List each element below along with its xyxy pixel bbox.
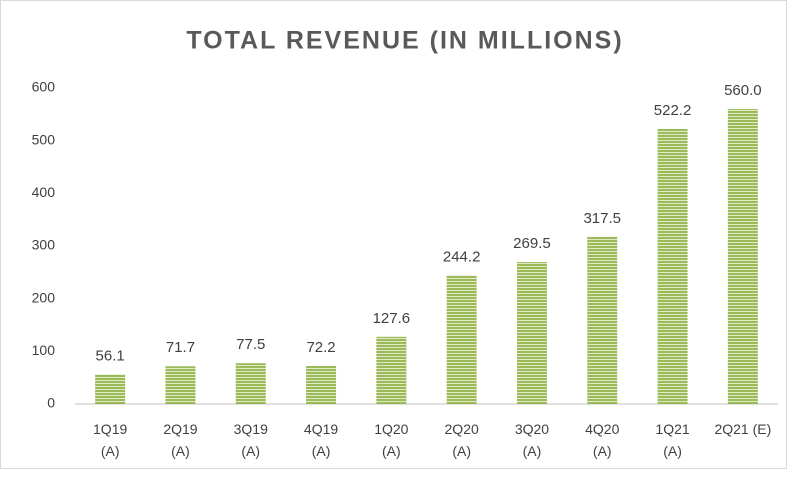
data-label: 77.5 [236,336,265,353]
bar [306,365,337,404]
x-tick-line: (A) [593,443,612,459]
x-tick-line: 4Q20 [585,421,619,437]
x-tick-line: (A) [171,443,190,459]
y-tick-label: 300 [32,237,56,253]
x-tick-label: 1Q21 (A) [655,421,689,459]
x-tick-label: 2Q19 (A) [163,421,197,459]
x-tick-label: 1Q19 (A) [93,421,127,459]
bar [165,366,196,404]
y-tick-label: 600 [32,79,56,95]
bar [587,236,618,404]
x-tick-line: (A) [663,443,682,459]
y-tick-label: 100 [32,342,56,358]
x-tick-label: 2Q20 (A) [445,421,479,459]
x-tick-line: (A) [101,443,120,459]
x-tick-line: 1Q20 [374,421,408,437]
x-tick-label: 1Q20 (A) [374,421,408,459]
x-tick-line: 3Q19 [234,421,268,437]
bar [376,336,407,404]
bar [516,262,547,404]
data-label: 269.5 [513,235,551,252]
x-tick-label: 4Q20 (A) [585,421,619,459]
bar [446,275,477,404]
y-tick-label: 0 [47,395,55,411]
bar [235,363,266,404]
x-tick-line: (A) [241,443,260,459]
x-tick-line: (A) [382,443,401,459]
x-tick-label: 3Q19 (A) [234,421,268,459]
x-tick-line: (A) [523,443,542,459]
data-label: 317.5 [583,210,621,227]
bar [95,374,126,404]
y-tick-label: 400 [32,184,56,200]
data-label: 244.2 [443,248,481,265]
chart-border [0,0,787,469]
x-tick-line: (A) [452,443,471,459]
x-tick-line: 2Q19 [163,421,197,437]
x-tick-line: 1Q19 [93,421,127,437]
data-label: 127.6 [373,310,411,327]
data-label: 71.7 [166,339,195,356]
data-label: 56.1 [96,347,125,364]
x-tick-line: 4Q19 [304,421,338,437]
x-tick-line: (A) [312,443,331,459]
x-tick-line: 3Q20 [515,421,549,437]
bar [657,128,688,404]
x-tick-label: 3Q20 (A) [515,421,549,459]
x-tick-label: 2Q21 (E) [714,421,771,437]
data-label: 522.2 [654,102,692,119]
data-label: 72.2 [306,339,335,356]
bar [727,109,758,405]
x-tick-label: 4Q19 (A) [304,421,338,459]
x-tick-line: 1Q21 [655,421,689,437]
data-label: 560.0 [724,82,762,99]
y-tick-label: 200 [32,289,56,305]
x-tick-line: 2Q21 (E) [714,421,771,437]
y-tick-label: 500 [32,131,56,147]
x-tick-line: 2Q20 [445,421,479,437]
chart-title: TOTAL REVENUE (IN MILLIONS) [186,27,623,55]
